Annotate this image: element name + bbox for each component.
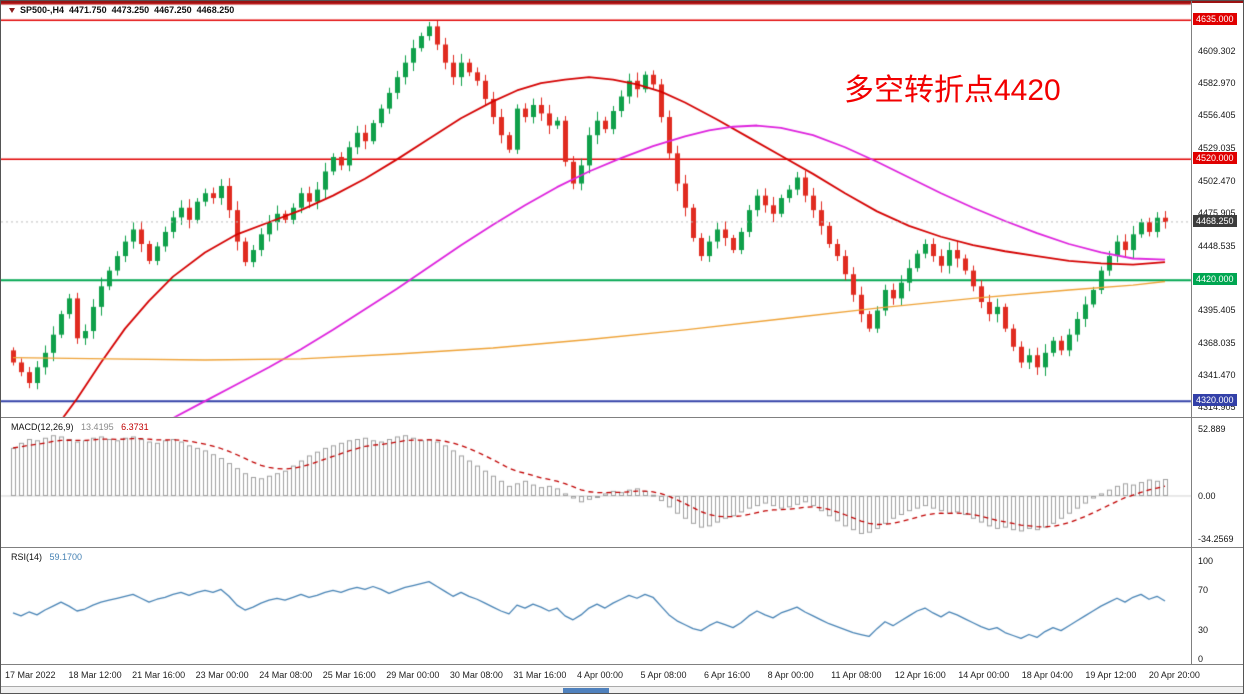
macd-tick-label: 52.889 [1198,424,1226,435]
time-tick-label: 17 Mar 2022 [5,670,56,680]
rsi-tick-label: 30 [1198,624,1209,635]
price-tick-label: 4368.035 [1198,338,1236,349]
rsi-axis[interactable]: 100 70 30 0 [1191,548,1243,664]
price-tick-label: 4556.405 [1198,110,1236,121]
time-tick-label: 11 Apr 08:00 [831,670,882,680]
time-tick-label: 18 Apr 04:00 [1021,670,1073,680]
time-tick-label: 23 Mar 00:00 [195,670,249,680]
rsi-value: 59.1700 [49,552,83,562]
chart-annotation[interactable]: 多空转折点4420 [844,74,1061,107]
macd-signal-value: 6.3731 [121,422,149,432]
time-tick-label: 8 Apr 00:00 [767,670,814,680]
time-tick-label: 29 Mar 00:00 [386,670,440,680]
ohlc-low: 4467.250 [154,5,192,15]
price-axis[interactable]: 4609.302 4582.970 4556.405 4529.035 4502.470… [1191,1,1243,417]
time-axis[interactable]: 17 Mar 2022 18 Mar 12:00 21 Mar 16:00 23 Ma… [1,665,1243,685]
horizontal-scrollbar[interactable] [1,686,1243,693]
macd-label: MACD(12,26,9) 13.4195 6.3731 [11,422,149,432]
panel-separator-rsi[interactable] [1,547,1243,548]
price-tick-label: 4341.470 [1198,370,1236,381]
rsi-label: RSI(14) 59.1700 [11,552,82,562]
panel-separator-macd[interactable] [1,417,1243,418]
time-tick-label: 21 Mar 16:00 [132,670,186,680]
ohlc-close: 4468.250 [196,5,235,15]
price-tick-label: 4582.970 [1198,78,1236,89]
price-level-badge: 4635.000 [1193,13,1237,26]
price-level-badge: 4520.000 [1193,152,1237,165]
price-tick-label: 4475.905 [1198,207,1236,218]
rsi-tick-label: 70 [1198,585,1209,596]
time-tick-label: 6 Apr 16:00 [704,670,751,680]
price-axis-border [1191,1,1192,664]
time-tick-label: 5 Apr 08:00 [640,670,687,680]
rsi-name: RSI(14) [11,552,43,562]
time-tick-label: 31 Mar 16:00 [513,670,567,680]
rsi-tick-label: 0 [1198,654,1204,664]
time-tick-label: 4 Apr 00:00 [576,670,623,680]
ohlc-open: 4471.750 [69,5,107,15]
time-tick-label: 25 Mar 16:00 [322,670,376,680]
chart-header: SP500-,H4 4471.750 4473.250 4467.250 446… [9,5,234,15]
top-border-line [1,1,1243,3]
price-tick-label: 4314.905 [1198,402,1236,413]
price-tick-label: 4395.405 [1198,305,1236,315]
time-tick-label: 19 Apr 12:00 [1085,670,1137,680]
price-level-badge: 4468.250 [1193,214,1237,227]
macd-tick-label: -34.2569 [1198,534,1234,545]
time-tick-label: 12 Apr 16:00 [894,670,946,680]
time-tick-label: 24 Mar 08:00 [259,670,313,680]
ohlc-high: 4473.250 [111,5,150,15]
price-tick-label: 4448.535 [1198,240,1236,251]
scrollbar-thumb[interactable] [563,688,609,693]
time-tick-label: 14 Apr 00:00 [958,670,1010,680]
macd-tick-label: 0.00 [1198,490,1216,501]
symbol-marker-icon [9,7,15,13]
symbol-timeframe: SP500-,H4 [20,5,65,15]
time-tick-label: 30 Mar 08:00 [449,670,503,680]
time-tick-label: 20 Apr 20:00 [1148,670,1200,680]
macd-name: MACD(12,26,9) [11,422,74,432]
price-tick-label: 4529.035 [1198,143,1236,154]
rsi-tick-label: 100 [1198,556,1214,567]
price-tick-label: 4502.470 [1198,175,1236,186]
time-axis-separator [1,664,1243,665]
macd-value: 13.4195 [81,422,114,432]
time-tick-label: 18 Mar 12:00 [68,670,122,680]
price-level-badge: 4320.000 [1193,394,1237,407]
macd-axis[interactable]: 52.889 0.00 -34.2569 [1191,418,1243,547]
price-level-badge: 4420.000 [1193,273,1237,286]
price-tick-label: 4609.302 [1198,46,1236,57]
